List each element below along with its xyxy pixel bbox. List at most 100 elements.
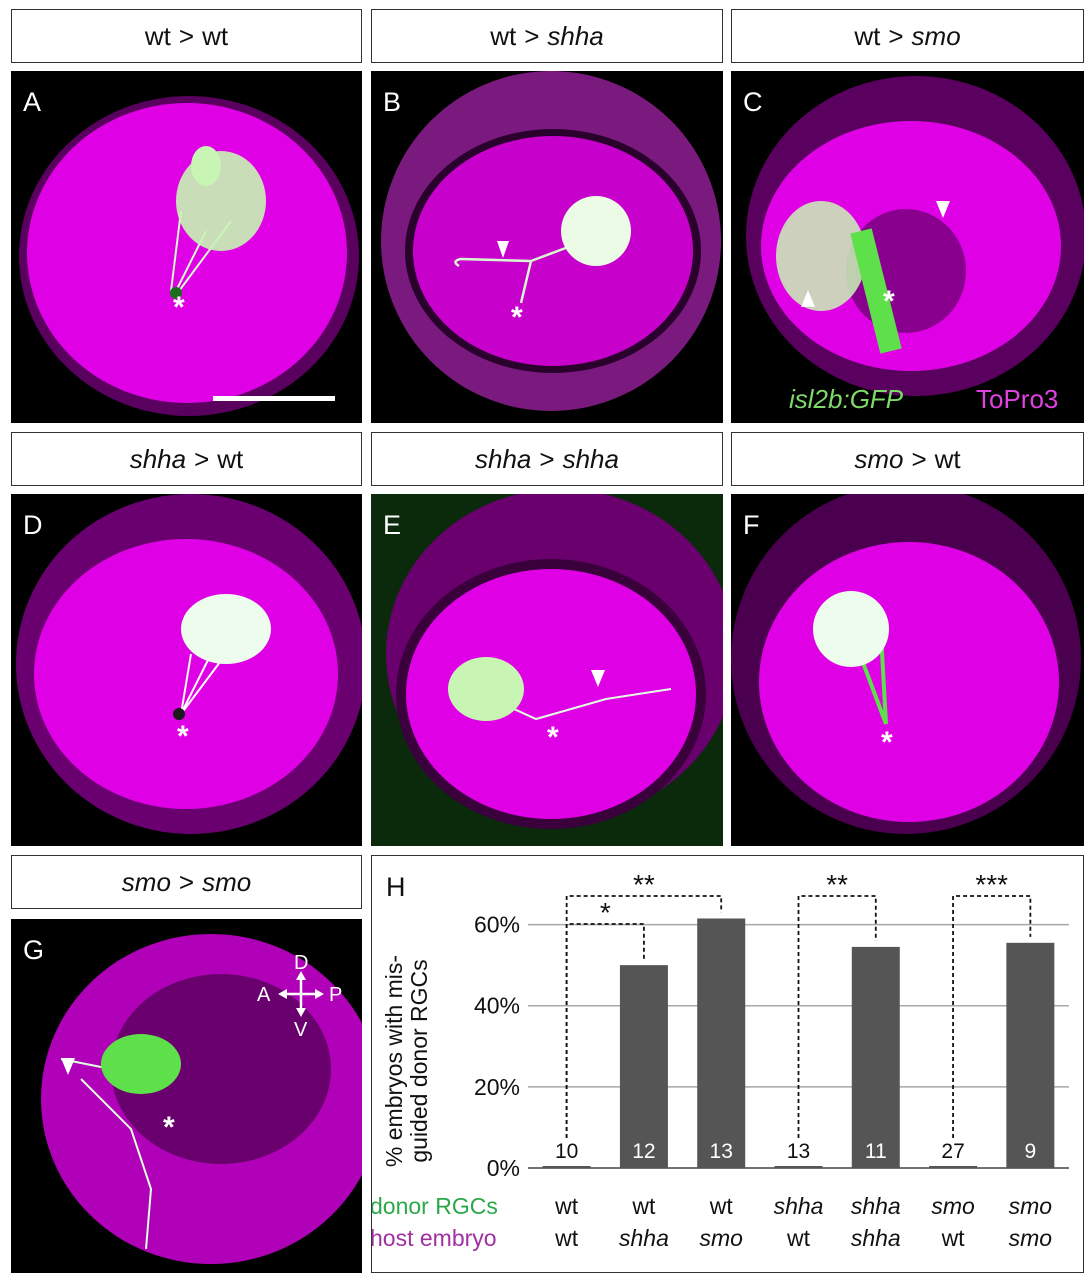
- panel-f-separator: >: [911, 443, 927, 474]
- chart-svg: H % embryos with mis- guided donor RGCs …: [370, 869, 1069, 1251]
- bar-n-label: 13: [787, 1140, 810, 1163]
- legend-gfp: isl2b:GFP: [789, 384, 904, 414]
- panel-a-optic-nerve: [170, 287, 182, 299]
- category-host-label: wt: [554, 1225, 579, 1251]
- panel-g-rgc-cluster: [101, 1034, 181, 1094]
- panel-h-letter: H: [386, 872, 406, 902]
- panel-g-image: * D V A P G: [11, 919, 362, 1273]
- panel-a-donor: wt: [144, 20, 171, 51]
- panel-d-donor: shha: [129, 443, 187, 474]
- panel-a-label: wt > wt: [11, 9, 362, 63]
- category-host-label: wt: [941, 1225, 966, 1251]
- category-donor-label: wt: [709, 1193, 734, 1219]
- panel-f-letter: F: [743, 510, 760, 540]
- category-donor-label: shha: [851, 1193, 901, 1219]
- compass-icon: [278, 971, 324, 1017]
- panel-f-label: smo > wt: [731, 432, 1084, 486]
- panel-b-arrowhead: [497, 241, 509, 258]
- panel-b-letter: B: [383, 87, 402, 117]
- bar: [1006, 942, 1055, 1168]
- panel-d-svg: *: [16, 494, 362, 834]
- panel-b-retina: [413, 136, 693, 366]
- panel-e-separator: >: [539, 443, 555, 474]
- panel-f-image: * F: [731, 494, 1084, 846]
- panel-h-chart: H % embryos with mis- guided donor RGCs …: [370, 855, 1084, 1273]
- panel-e-arrowhead: [591, 670, 605, 687]
- bar: [851, 946, 900, 1168]
- panel-b-label: wt > shha: [371, 9, 723, 63]
- panel-c-separator: >: [888, 20, 904, 51]
- panel-d-asterisk: *: [177, 720, 189, 753]
- panel-g-donor: smo: [121, 866, 171, 897]
- y-tick-label: 60%: [474, 912, 520, 938]
- panel-c-arrowhead-2: [801, 290, 815, 307]
- panel-b-host: shha: [547, 20, 604, 51]
- panel-f-svg: *: [731, 494, 1081, 834]
- scale-bar: [213, 396, 335, 401]
- significance-bracket: [952, 895, 1032, 1138]
- panel-e-letter: E: [383, 510, 402, 540]
- bars: 10 12 13 13 11 27 9: [542, 918, 1055, 1168]
- y-ticks: 0% 20% 40% 60%: [474, 912, 520, 1181]
- significance-label: **: [633, 869, 655, 900]
- panel-c-arrowhead-1: [936, 201, 950, 218]
- panel-c-label: wt > smo: [731, 9, 1084, 63]
- category-host-label: shha: [851, 1225, 901, 1251]
- panel-f-rgc-cluster: [813, 591, 889, 667]
- significance-label: **: [826, 869, 848, 900]
- panel-b-svg: *: [381, 71, 721, 411]
- panel-a-letter: A: [23, 87, 42, 117]
- panel-c-asterisk: *: [883, 285, 895, 318]
- panel-c-image: * isl2b:GFP ToPro3 C: [731, 71, 1084, 423]
- panel-g-arrowhead: [61, 1058, 75, 1075]
- panel-f-asterisk: *: [881, 726, 893, 759]
- bar-n-label: 11: [865, 1140, 887, 1163]
- panel-d-separator: >: [194, 443, 210, 474]
- panel-c-letter: C: [743, 87, 763, 117]
- panel-f-retina: [759, 542, 1059, 822]
- panel-a-asterisk: *: [173, 291, 185, 324]
- panel-e-donor: shha: [475, 443, 532, 474]
- bar: [619, 965, 668, 1168]
- compass-a: A: [257, 984, 271, 1006]
- bar: [697, 918, 746, 1168]
- row-label-donor: donor RGCs: [372, 1193, 498, 1219]
- bar-n-label: 9: [1025, 1140, 1037, 1163]
- panel-e-label: shha > shha: [371, 432, 723, 486]
- panel-a-host: wt: [202, 20, 229, 51]
- panel-c-donor: wt: [854, 20, 881, 51]
- y-axis-label: % embryos with mis- guided donor RGCs: [381, 955, 432, 1167]
- significance-bracket: [565, 895, 723, 1138]
- panel-g-host: smo: [202, 866, 252, 897]
- y-axis-label-line1: % embryos with mis-: [381, 955, 407, 1167]
- category-host-label: shha: [619, 1225, 669, 1251]
- panel-g-center: [111, 974, 331, 1164]
- panel-e-svg: *: [386, 494, 723, 829]
- bar-n-label: 13: [710, 1140, 733, 1163]
- compass-d: D: [294, 952, 308, 974]
- panel-a-rgc-top: [191, 146, 221, 186]
- category-host-label: wt: [786, 1225, 811, 1251]
- panel-g-asterisk: *: [163, 1111, 175, 1144]
- bar-n-label: 27: [941, 1140, 964, 1163]
- legend-topro3: ToPro3: [976, 384, 1058, 414]
- panel-g-separator: >: [178, 866, 195, 897]
- panel-b-asterisk: *: [511, 301, 523, 334]
- panel-b-separator: >: [524, 20, 540, 51]
- category-donor-label: wt: [631, 1193, 656, 1219]
- y-axis-label-line2: guided donor RGCs: [406, 959, 432, 1162]
- significance-brackets: *** ** ***: [565, 869, 1032, 1138]
- panel-a-svg: *: [19, 96, 359, 416]
- compass-p: P: [329, 984, 342, 1006]
- panel-g-svg: * D V A P: [41, 934, 362, 1264]
- panel-d-retina: [34, 539, 338, 809]
- bar-n-label: 10: [555, 1140, 578, 1163]
- category-donor-label: wt: [554, 1193, 579, 1219]
- panel-c-gfp-bundle: [850, 228, 902, 354]
- compass-v: V: [294, 1019, 308, 1041]
- panel-e-retina: [406, 569, 696, 819]
- x-labels: wt wt wt shha wt smo shha wt shha shha smo wt smo smo: [554, 1193, 1052, 1251]
- significance-bracket: [797, 895, 877, 1138]
- significance-label: *: [600, 897, 611, 928]
- panel-d-image: * D: [11, 494, 362, 846]
